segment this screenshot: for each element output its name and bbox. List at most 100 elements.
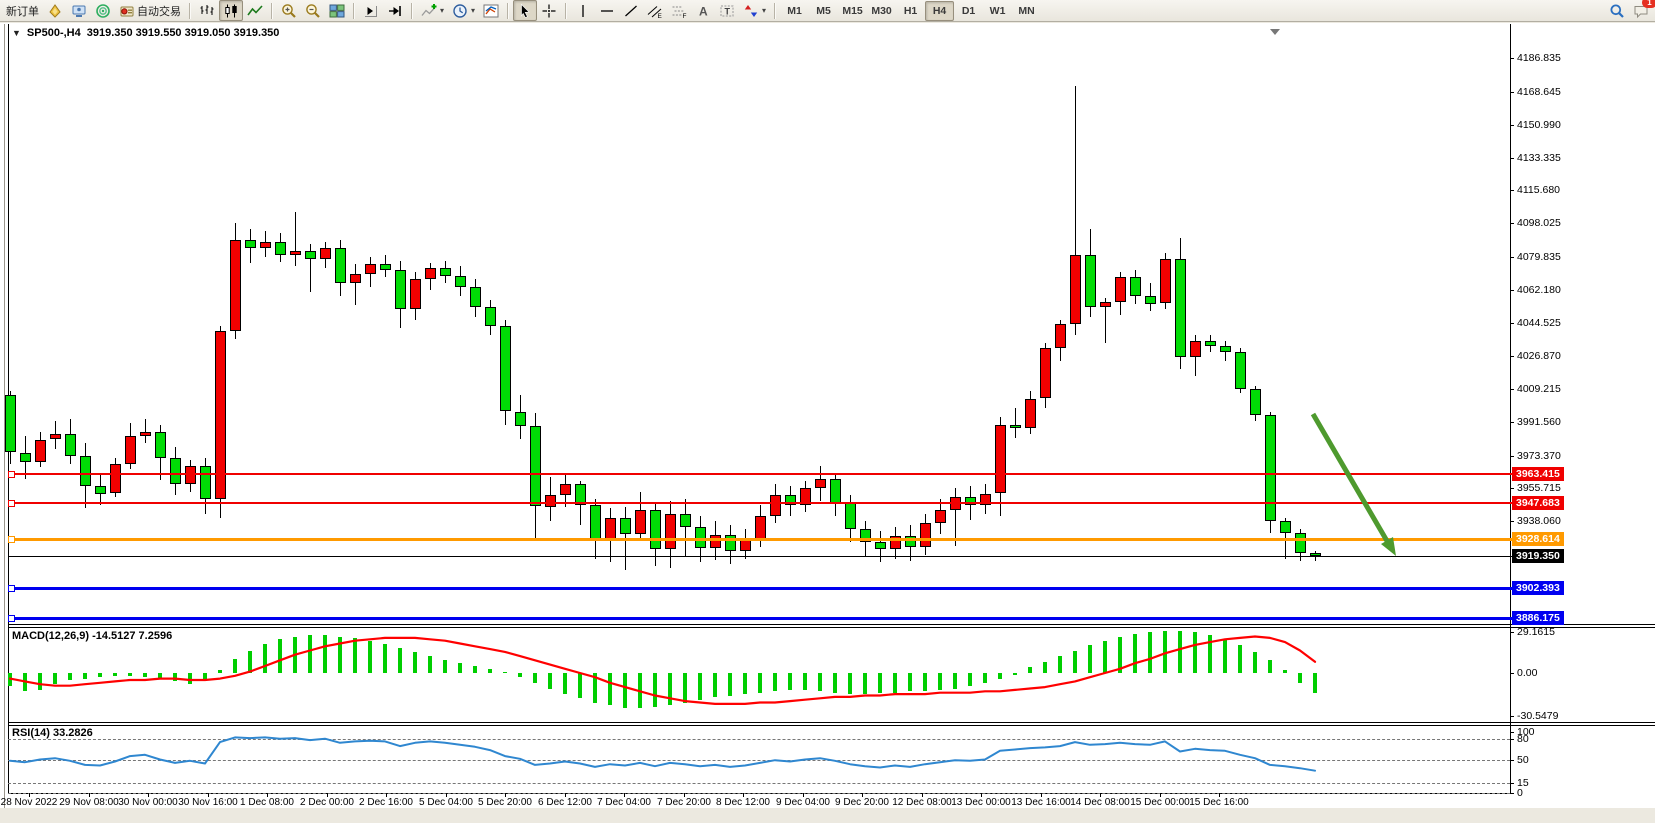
candle-wick <box>955 487 956 546</box>
candle <box>650 510 661 550</box>
timeframe-m1-button[interactable]: M1 <box>787 4 802 17</box>
zoom-out-icon[interactable] <box>301 0 325 21</box>
candle-wick <box>1105 297 1106 343</box>
timeframe-mn-button[interactable]: MN <box>1018 4 1035 17</box>
pane-separator[interactable] <box>8 725 1655 726</box>
dropdown-arrow-icon[interactable]: ▾ <box>762 6 767 15</box>
candle <box>365 264 376 274</box>
price-axis-tick <box>1510 323 1514 324</box>
virtual-hosting-icon[interactable] <box>67 0 91 21</box>
chat-icon[interactable]: 1 <box>1629 0 1655 21</box>
candle <box>1280 521 1291 533</box>
macd-histogram-bar <box>728 673 732 696</box>
timeframe-d1-button[interactable]: D1 <box>961 4 976 17</box>
rsi-axis-label: 15 <box>1517 777 1529 789</box>
price-level-line[interactable] <box>8 538 1512 541</box>
candle <box>485 307 496 326</box>
price-axis-label: 3991.560 <box>1517 416 1561 428</box>
price-level-line[interactable] <box>8 473 1512 475</box>
macd-histogram-bar <box>518 673 522 678</box>
text-label-icon[interactable]: T <box>715 0 739 21</box>
tile-windows-icon[interactable] <box>325 0 349 21</box>
templates-icon <box>483 3 499 19</box>
timeframe-w1-button[interactable]: W1 <box>989 4 1006 17</box>
horizontal-line-icon[interactable] <box>595 0 619 21</box>
candle <box>200 465 211 500</box>
signals-icon[interactable] <box>91 0 115 21</box>
candle <box>530 426 541 507</box>
macd-histogram-bar <box>923 673 927 692</box>
price-level-line[interactable] <box>8 617 1512 620</box>
trendline-icon <box>623 3 639 19</box>
current-price-line[interactable] <box>8 556 1512 557</box>
crosshair-icon[interactable] <box>537 0 561 21</box>
line-chart-icon[interactable] <box>243 0 267 21</box>
macd-histogram-bar <box>428 656 432 673</box>
line-drag-handle[interactable] <box>8 615 15 622</box>
macd-histogram-bar <box>683 673 687 703</box>
candle <box>1100 301 1111 308</box>
fibonacci-icon[interactable]: F <box>667 0 691 21</box>
indicators-icon[interactable]: ▾ <box>417 0 448 21</box>
periods-icon[interactable]: ▾ <box>448 0 479 21</box>
pane-separator[interactable] <box>8 722 1655 723</box>
templates-icon[interactable] <box>479 0 503 21</box>
price-level-line[interactable] <box>8 587 1512 590</box>
candle <box>875 541 886 550</box>
price-level-line[interactable] <box>8 502 1512 504</box>
horizontal-line-icon <box>599 3 615 19</box>
macd-histogram-bar <box>113 673 117 676</box>
line-drag-handle[interactable] <box>8 536 15 543</box>
line-drag-handle[interactable] <box>8 500 15 507</box>
new-order-button[interactable]: 新订单 <box>2 0 43 21</box>
dropdown-arrow-icon[interactable]: ▾ <box>471 6 476 15</box>
toolbar-separator <box>353 2 355 19</box>
candle <box>1085 255 1096 308</box>
macd-histogram-bar <box>788 673 792 690</box>
candle <box>1130 277 1141 296</box>
bar-chart-icon[interactable] <box>195 0 219 21</box>
chart-shift-icon[interactable] <box>359 0 383 21</box>
trendline-icon[interactable] <box>619 0 643 21</box>
macd-histogram-bar <box>293 636 297 673</box>
channel-icon[interactable]: E <box>643 0 667 21</box>
candle <box>335 247 346 283</box>
date-axis-label: 9 Dec 04:00 <box>776 797 830 808</box>
line-drag-handle[interactable] <box>8 585 15 592</box>
candle <box>125 435 136 464</box>
search-icon[interactable] <box>1605 0 1629 21</box>
line-drag-handle[interactable] <box>8 471 15 478</box>
symbol-dropdown-icon[interactable]: ▼ <box>12 28 21 38</box>
candle <box>1235 351 1246 390</box>
macd-histogram-bar <box>1298 673 1302 683</box>
market-seal-icon[interactable] <box>43 0 67 21</box>
price-axis-tick <box>1510 190 1514 191</box>
cursor-icon[interactable] <box>513 0 538 21</box>
arrows-shapes-icon[interactable]: ▾ <box>739 0 770 21</box>
macd-histogram-bar <box>593 673 597 703</box>
auto-scroll-icon[interactable] <box>383 0 407 21</box>
vertical-line-icon[interactable] <box>571 0 595 21</box>
price-axis-label: 4026.870 <box>1517 350 1561 362</box>
candlestick-chart-icon[interactable] <box>219 0 243 21</box>
macd-histogram-bar <box>1178 630 1182 673</box>
zoom-in-icon[interactable] <box>277 0 301 21</box>
rsi-label: RSI(14) 33.2826 <box>12 727 93 739</box>
timeframe-h4-button[interactable]: H4 <box>925 0 955 21</box>
text-icon[interactable]: A <box>691 0 715 21</box>
price-axis-tick <box>1510 58 1514 59</box>
timeframe-m15-button[interactable]: M15 <box>842 4 863 17</box>
timeframe-h1-button[interactable]: H1 <box>903 4 918 17</box>
crosshair-icon <box>541 3 557 19</box>
dropdown-arrow-icon[interactable]: ▾ <box>440 6 445 15</box>
pane-separator[interactable] <box>8 627 1655 628</box>
rsi-axis-label: 80 <box>1517 733 1529 745</box>
timeframe-m30-button[interactable]: M30 <box>871 4 892 17</box>
date-axis-label: 30 Nov 00:00 <box>118 797 178 808</box>
date-axis-label: 9 Dec 20:00 <box>835 797 889 808</box>
chart-shift-marker[interactable] <box>1270 29 1280 35</box>
autotrading-button[interactable]: 自动交易 <box>115 0 185 21</box>
timeframe-m5-button[interactable]: M5 <box>816 4 831 17</box>
pane-separator[interactable] <box>8 624 1655 625</box>
candle <box>1250 389 1261 416</box>
